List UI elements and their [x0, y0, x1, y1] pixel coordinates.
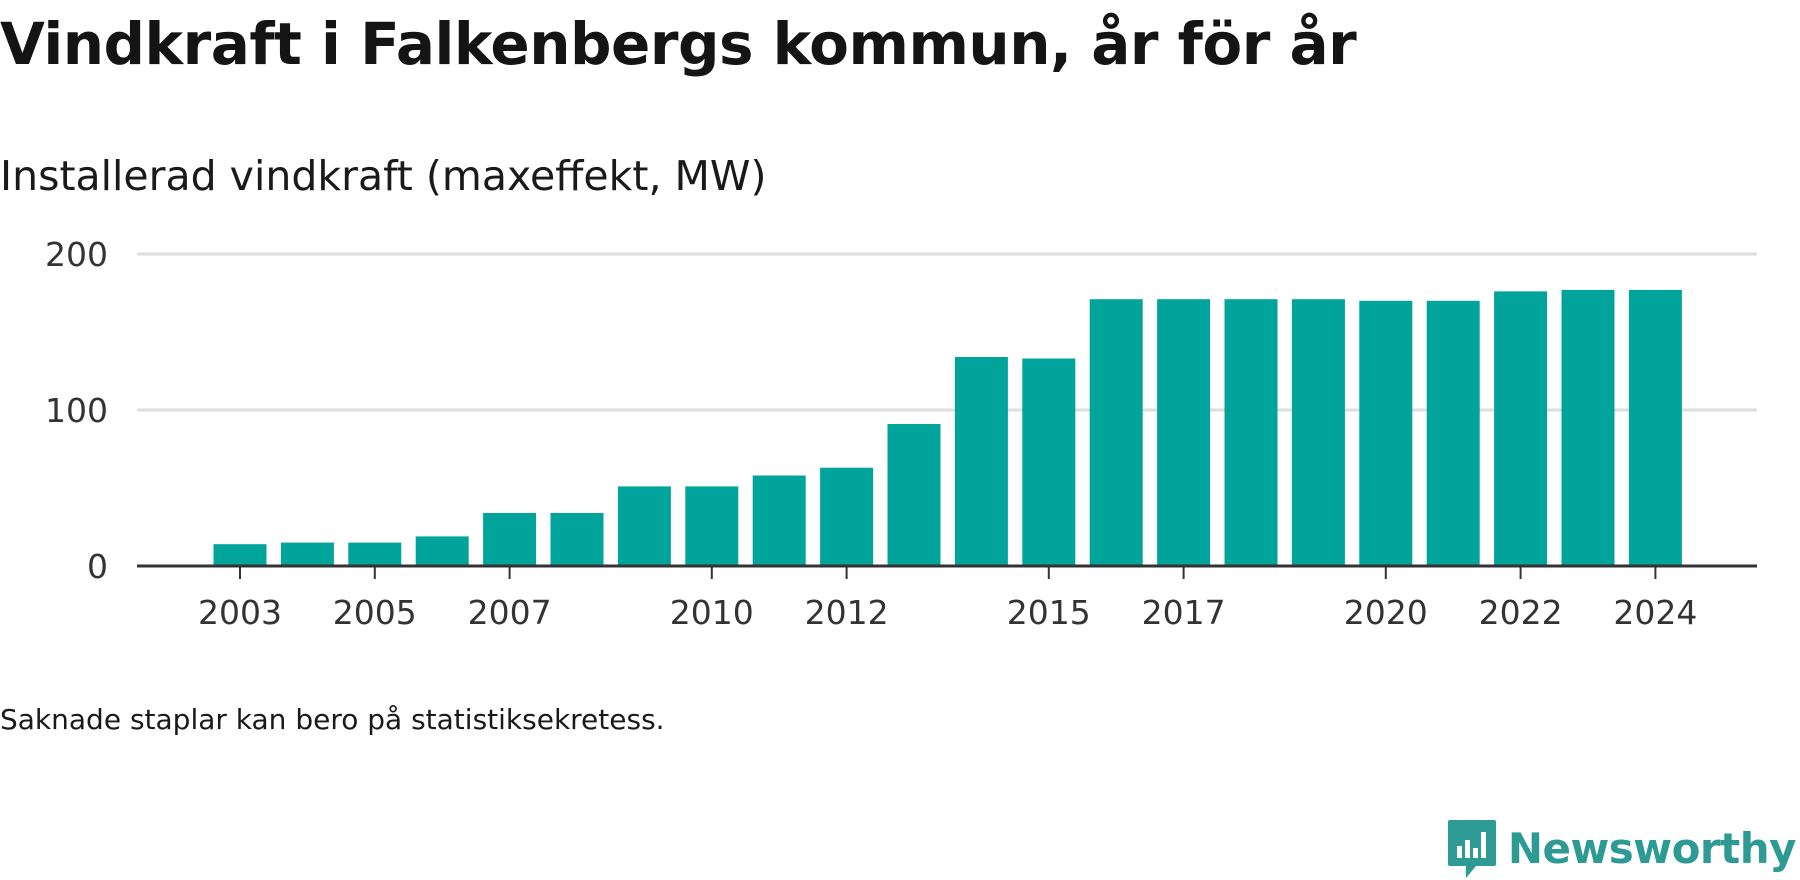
bar-chart: 2003 2005 2007 2010 2012 2015 2017 2020 2022 2024…	[45, 235, 1757, 632]
y-tick-label-100: 100	[45, 391, 108, 430]
brand-logo: Newsworthy	[1446, 818, 1797, 880]
bar-2011	[752, 475, 806, 566]
x-tick-label-2005: 2005	[333, 593, 417, 632]
footnote: Saknade staplar kan bero på statistiksek…	[0, 703, 665, 736]
bar-2013	[887, 424, 941, 566]
bar-2021	[1426, 300, 1480, 566]
y-axis-ticks: 0 100 200	[45, 235, 108, 586]
x-axis-ticks: 2003 2005 2007 2010 2012 2015 2017 2020 2022 2024	[198, 566, 1697, 632]
bar-2022	[1494, 291, 1548, 566]
x-tick-label-2003: 2003	[198, 593, 282, 632]
bar-2019	[1291, 299, 1345, 566]
bar-2007	[483, 513, 537, 566]
x-tick-label-2020: 2020	[1344, 593, 1428, 632]
x-tick-label-2007: 2007	[468, 593, 552, 632]
x-tick-label-2012: 2012	[805, 593, 889, 632]
newsworthy-logo-icon	[1447, 820, 1496, 878]
bar-2017	[1157, 299, 1211, 566]
bar-2023	[1561, 289, 1615, 566]
chart-subtitle: Installerad vindkraft (maxeffekt, MW)	[0, 152, 767, 200]
bar-2008	[550, 513, 604, 566]
y-tick-label-0: 0	[87, 547, 108, 586]
bar-2012	[820, 467, 874, 566]
x-tick-label-2017: 2017	[1142, 593, 1226, 632]
bar-2009	[617, 486, 671, 566]
bar-2006	[415, 536, 469, 566]
bar-2005	[348, 542, 402, 566]
brand-name: Newsworthy	[1507, 824, 1797, 873]
x-tick-label-2022: 2022	[1479, 593, 1563, 632]
bar-2016	[1089, 299, 1143, 566]
bar-2003	[213, 544, 267, 566]
x-tick-label-2010: 2010	[670, 593, 754, 632]
bar-2004	[280, 542, 334, 566]
y-tick-label-200: 200	[45, 235, 108, 274]
bar-2014	[954, 357, 1008, 566]
bar-2020	[1359, 300, 1413, 566]
bar-2010	[685, 486, 739, 566]
x-tick-label-2024: 2024	[1613, 593, 1697, 632]
bar-2015	[1022, 358, 1076, 566]
x-tick-label-2015: 2015	[1007, 593, 1091, 632]
gridlines	[137, 252, 1757, 412]
bars	[213, 289, 1682, 566]
chart-title: Vindkraft i Falkenbergs kommun, år för å…	[0, 10, 1357, 78]
bar-2018	[1224, 299, 1278, 566]
bar-2024	[1628, 289, 1682, 566]
